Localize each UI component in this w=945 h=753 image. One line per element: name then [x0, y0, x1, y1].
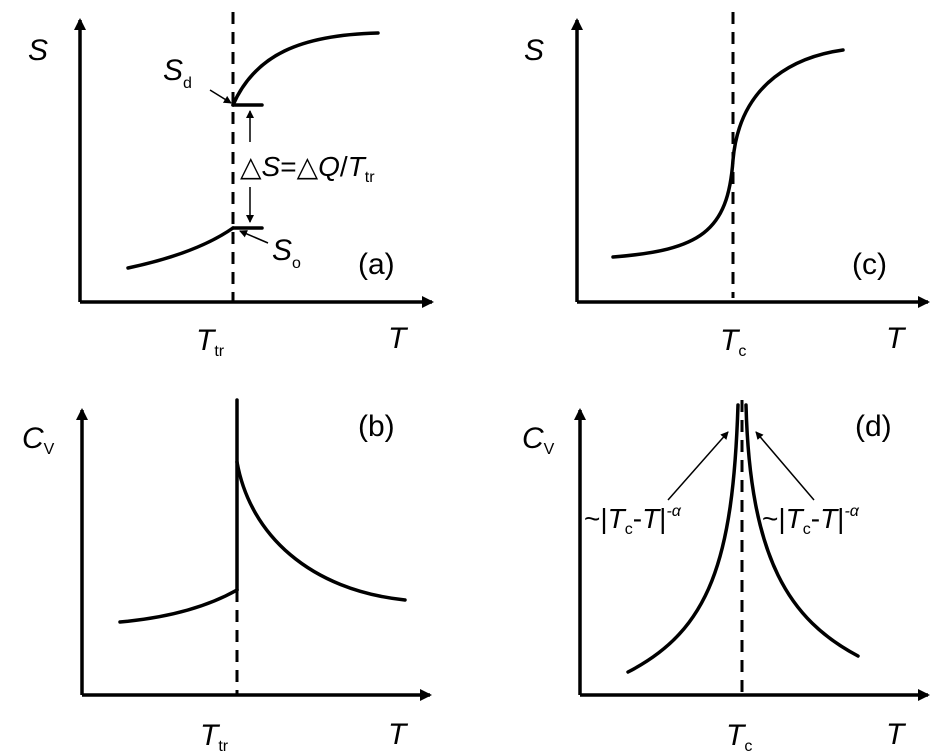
- panel-d-left-scaling-note: ~|Tc-T|-α: [584, 503, 682, 538]
- panel-d-left-note-pointer: [667, 431, 729, 501]
- panel-d-tag: (d): [855, 410, 892, 443]
- panel-a-x-axis-label: T: [388, 322, 409, 355]
- panel-d-tick-label: Tc: [726, 719, 752, 753]
- panel-d-right-scaling-note: ~|Tc-T|-α: [762, 503, 860, 538]
- panel-a-sd-label: Sd: [163, 54, 192, 92]
- panel-b: CV T Ttr (b): [22, 398, 432, 753]
- panel-a-delta-s-label: △S=△Q/Ttr: [240, 151, 375, 186]
- panel-b-tick-label: Ttr: [200, 719, 229, 753]
- panel-a-upper-entropy-curve: [231, 31, 380, 107]
- panel-c-entropy-curve: [611, 48, 845, 259]
- panel-c-tag: (c): [852, 248, 887, 281]
- panel-d-right-divergence-curve: [744, 403, 860, 658]
- panel-b-low-t-heat-capacity: [118, 588, 239, 624]
- panel-b-x-axis-label: T: [388, 718, 409, 751]
- panel-a-tick-label: Ttr: [196, 324, 225, 360]
- panel-a-sd-pointer: [209, 89, 232, 104]
- panel-a-so-pointer: [239, 230, 269, 244]
- panel-a-so-label: So: [272, 234, 301, 272]
- panel-c-x-axis-label: T: [886, 322, 907, 355]
- panel-c-y-axis-label: S: [524, 34, 544, 67]
- panel-d-y-axis-label: CV: [522, 422, 555, 458]
- panel-a-tag: (a): [358, 248, 395, 281]
- panel-d: CV T Tc ~|Tc-T|-α ~|Tc-T|-α (d): [522, 400, 930, 753]
- panel-a-y-axis-label: S: [28, 34, 48, 67]
- panel-b-tag: (b): [358, 410, 395, 443]
- panel-c: S T Tc (c): [524, 12, 930, 360]
- panel-b-high-t-heat-capacity: [235, 460, 407, 602]
- panel-d-right-note-pointer: [755, 431, 815, 501]
- panel-b-y-axis-label: CV: [22, 422, 55, 458]
- panel-c-tick-label: Tc: [720, 324, 746, 360]
- panel-d-x-axis-label: T: [886, 718, 907, 751]
- panel-d-left-divergence-curve: [626, 403, 740, 674]
- panel-a-lower-entropy-curve: [126, 226, 235, 270]
- panel-a: S T Ttr Sd So △S=△Q/Ttr (a): [28, 12, 434, 360]
